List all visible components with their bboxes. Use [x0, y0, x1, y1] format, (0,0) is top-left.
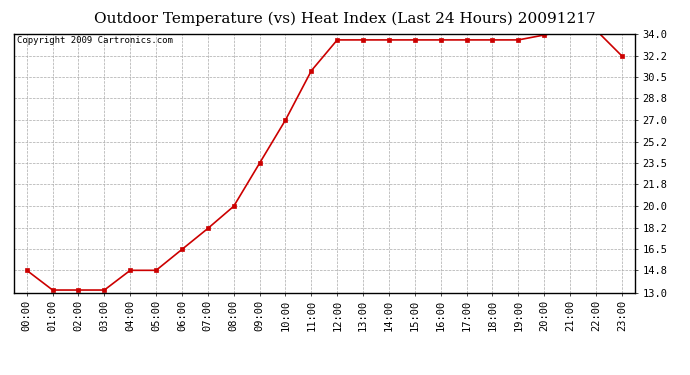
Text: Outdoor Temperature (vs) Heat Index (Last 24 Hours) 20091217: Outdoor Temperature (vs) Heat Index (Las… [95, 11, 595, 26]
Text: Copyright 2009 Cartronics.com: Copyright 2009 Cartronics.com [17, 36, 172, 45]
